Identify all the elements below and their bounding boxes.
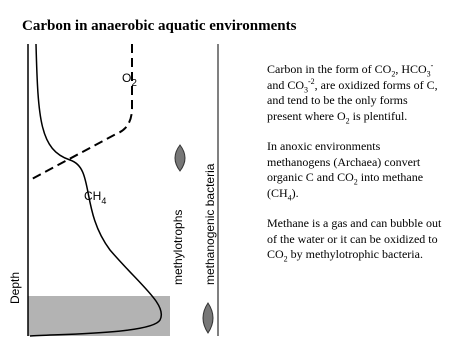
text-run: 4 bbox=[101, 196, 106, 206]
text-run: , are oxidized forms of C, and tend to b… bbox=[267, 77, 438, 123]
text-run: - bbox=[430, 61, 434, 70]
paragraph: In anoxic environments methanogens (Arch… bbox=[267, 139, 445, 201]
diagram: O2 CH4 Depth methylotrophs methanogenic … bbox=[8, 43, 219, 337]
text-run: -2 bbox=[308, 76, 315, 86]
text-run: by methylotrophic bacteria. bbox=[287, 247, 423, 261]
text-run: , HCO bbox=[395, 62, 427, 76]
text-run: 3 bbox=[426, 69, 431, 79]
sediment bbox=[28, 296, 170, 336]
methanogen-icon bbox=[202, 302, 214, 334]
methanogens-label: methanogenic bacteria bbox=[203, 163, 217, 285]
o2-curve bbox=[29, 44, 133, 181]
paragraph: Methane is a gas and can bubble out of t… bbox=[267, 216, 445, 263]
text-run: 2 bbox=[353, 177, 358, 187]
text-run: O bbox=[122, 71, 131, 85]
text-run: into methane (CH bbox=[267, 170, 424, 200]
text-run: 2 bbox=[391, 69, 396, 79]
paragraph: Carbon in the form of CO2, HCO3- and CO3… bbox=[267, 61, 445, 125]
text-run: and CO bbox=[267, 77, 304, 92]
text-run: is plentiful. bbox=[349, 108, 408, 123]
depth-label: Depth bbox=[8, 272, 22, 304]
title: Carbon in anaerobic aquatic environments bbox=[22, 18, 297, 34]
methylotroph-icon bbox=[174, 144, 186, 172]
o2-label: O2 bbox=[122, 71, 137, 89]
text-run: CH bbox=[84, 189, 101, 203]
text-run: 2 bbox=[131, 78, 137, 89]
text-block: Carbon in the form of CO2, HCO3- and CO3… bbox=[267, 62, 445, 278]
text-run: 4 bbox=[287, 192, 292, 202]
text-run: Methane is a gas and can bubble out of t… bbox=[267, 216, 442, 261]
ch4-curve bbox=[29, 43, 163, 337]
text-run: 3 bbox=[304, 84, 308, 94]
text-run: 2 bbox=[283, 254, 288, 264]
text-run: Carbon in the form of CO bbox=[267, 62, 392, 76]
text-run: In anoxic environments methanogens (Arch… bbox=[267, 139, 421, 184]
methylotrophs-label: methylotrophs bbox=[171, 210, 185, 285]
text-run: 2 bbox=[345, 115, 350, 125]
ch4-label: CH4 bbox=[84, 189, 106, 206]
text-run: ). bbox=[291, 185, 299, 200]
